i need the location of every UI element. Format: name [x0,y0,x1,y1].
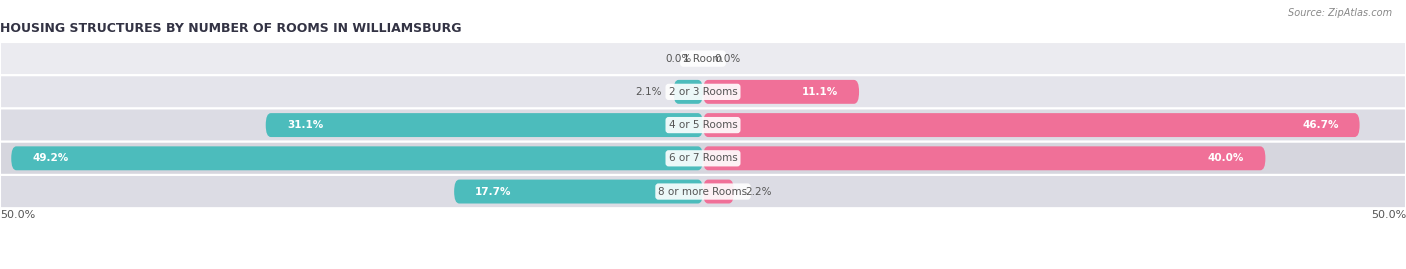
FancyBboxPatch shape [0,42,1406,75]
Text: 6 or 7 Rooms: 6 or 7 Rooms [669,153,737,163]
Text: Source: ZipAtlas.com: Source: ZipAtlas.com [1288,8,1392,18]
Text: 40.0%: 40.0% [1208,153,1244,163]
Text: 17.7%: 17.7% [475,186,512,197]
Text: 8 or more Rooms: 8 or more Rooms [658,186,748,197]
Text: 4 or 5 Rooms: 4 or 5 Rooms [669,120,737,130]
FancyBboxPatch shape [0,108,1406,142]
FancyBboxPatch shape [703,146,1265,170]
Text: 2.1%: 2.1% [636,87,662,97]
Text: 11.1%: 11.1% [801,87,838,97]
Text: 0.0%: 0.0% [714,54,741,64]
Text: 46.7%: 46.7% [1302,120,1339,130]
FancyBboxPatch shape [703,180,734,204]
Text: 2.2%: 2.2% [745,186,772,197]
FancyBboxPatch shape [0,75,1406,108]
Text: 2 or 3 Rooms: 2 or 3 Rooms [669,87,737,97]
Text: 49.2%: 49.2% [32,153,69,163]
FancyBboxPatch shape [0,175,1406,208]
FancyBboxPatch shape [454,180,703,204]
Text: 1 Room: 1 Room [683,54,723,64]
Text: 31.1%: 31.1% [287,120,323,130]
FancyBboxPatch shape [11,146,703,170]
FancyBboxPatch shape [703,113,1360,137]
Text: 50.0%: 50.0% [1371,210,1406,220]
FancyBboxPatch shape [266,113,703,137]
FancyBboxPatch shape [0,142,1406,175]
Text: HOUSING STRUCTURES BY NUMBER OF ROOMS IN WILLIAMSBURG: HOUSING STRUCTURES BY NUMBER OF ROOMS IN… [0,22,461,35]
FancyBboxPatch shape [673,80,703,104]
FancyBboxPatch shape [703,80,859,104]
Text: 0.0%: 0.0% [665,54,692,64]
Text: 50.0%: 50.0% [0,210,35,220]
